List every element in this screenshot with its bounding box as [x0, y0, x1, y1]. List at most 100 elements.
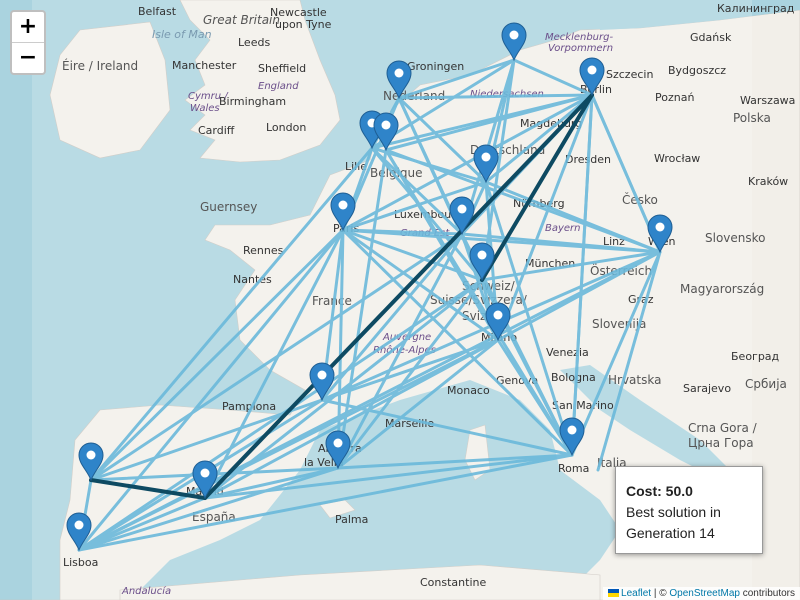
map-label: Cardiff	[198, 124, 235, 137]
map-label: San Marino	[552, 399, 614, 412]
map-label: Isle of Man	[152, 28, 212, 41]
map-label: Palma	[335, 513, 368, 526]
map-label: France	[312, 294, 352, 308]
map-label: Groningen	[407, 60, 464, 73]
map-label: Roma	[558, 462, 589, 475]
map-label: Gdańsk	[690, 31, 732, 44]
map-marker-icon	[579, 57, 605, 97]
map-label: Rennes	[243, 244, 284, 257]
map-label: Hrvatska	[608, 373, 661, 387]
route-edge	[203, 466, 340, 500]
map-marker-icon	[78, 442, 104, 482]
route-edge	[480, 58, 516, 282]
map-marker-icon	[473, 144, 499, 184]
route-edge	[336, 232, 464, 470]
map-label: Црна Гора	[688, 436, 754, 450]
route-edge	[370, 146, 464, 236]
route-edge	[496, 250, 662, 342]
route-edge	[570, 93, 594, 457]
route-edge	[480, 250, 662, 282]
route-edge	[320, 398, 574, 457]
route-edge	[496, 338, 574, 457]
route-edge	[370, 146, 484, 282]
best-route-edge	[480, 93, 594, 282]
route-edge	[77, 496, 207, 552]
best-route-edge	[203, 93, 594, 500]
ukraine-flag-icon	[608, 589, 620, 598]
map-label: Србија	[745, 377, 787, 391]
map-label: Wrocław	[654, 152, 700, 165]
route-edge	[341, 180, 488, 232]
map-label: Bydgoszcz	[668, 64, 726, 77]
map-label: Warszawa	[740, 94, 795, 107]
map-label: Sarajevo	[683, 382, 731, 395]
map-marker-icon	[469, 242, 495, 282]
route-edge	[203, 338, 500, 500]
route-edge	[336, 148, 388, 470]
attribution-suffix: contributors	[739, 588, 795, 599]
map-label: Cymru /	[188, 91, 229, 102]
route-edge	[336, 278, 484, 470]
map-label: Београд	[731, 350, 780, 363]
route-edge	[512, 58, 594, 97]
zoom-control: + −	[10, 10, 46, 75]
info-panel: Cost: 50.0 Best solution in Generation 1…	[615, 466, 763, 554]
map-label: Belfast	[138, 5, 177, 18]
map-label: Poznań	[655, 91, 694, 104]
map-label: Mecklenburg-	[545, 32, 613, 43]
map-label: Polska	[733, 111, 771, 125]
markers	[66, 22, 673, 552]
route-edge	[77, 453, 574, 552]
route-edge	[89, 146, 374, 482]
map-marker-icon	[449, 196, 475, 236]
route-edge	[77, 228, 345, 552]
map-marker-icon	[66, 512, 92, 552]
map-label: Bayern	[545, 223, 581, 234]
map-label: Crna Gora /	[688, 421, 758, 435]
map-marker-icon	[192, 460, 218, 500]
map-label: Monaco	[447, 384, 490, 397]
osm-link[interactable]: OpenStreetMap	[669, 588, 740, 599]
zoom-out-button[interactable]: −	[18, 45, 38, 70]
map-marker-icon	[309, 362, 335, 402]
route-edge	[596, 250, 662, 472]
map-label: Калининград	[717, 2, 795, 15]
map-label: Slovenija	[592, 317, 646, 331]
route-edge	[460, 232, 662, 254]
map-label: Leeds	[238, 36, 270, 49]
map-marker-icon	[559, 417, 585, 457]
map-label: Lisboa	[63, 556, 98, 569]
zoom-in-button[interactable]: +	[12, 12, 44, 43]
map-label: Éire / Ireland	[62, 58, 138, 73]
cost-label: Cost: 50.0	[626, 483, 693, 499]
map-label: Manchester	[172, 59, 237, 72]
map-label: England	[258, 81, 299, 92]
route-edge	[570, 250, 662, 457]
map-marker-icon	[647, 214, 673, 254]
info-line-2: Generation 14	[626, 525, 715, 541]
route-edge	[336, 338, 500, 470]
route-edge	[397, 93, 594, 100]
map-label: upon Tyne	[275, 18, 332, 31]
attribution-sep: | ©	[651, 588, 670, 599]
map-label: Andalucía	[121, 585, 171, 597]
map-label: Great Britain	[203, 13, 280, 27]
attribution: Leaflet | © OpenStreetMap contributors	[603, 587, 800, 600]
route-edge	[496, 93, 594, 342]
route-edge	[77, 466, 340, 552]
map-label: Sheffield	[258, 62, 306, 75]
route-edge	[203, 228, 345, 500]
route-edge	[397, 96, 488, 184]
route-edge	[341, 228, 574, 457]
map-marker-icon	[373, 112, 399, 152]
map-label: Wales	[190, 103, 220, 114]
route-edge	[336, 453, 574, 470]
map-label: Pamplona	[222, 400, 276, 413]
map-label: London	[266, 121, 306, 134]
leaflet-link[interactable]: Leaflet	[621, 588, 652, 599]
route-edge	[320, 232, 464, 402]
map-label: Szczecin	[606, 68, 653, 81]
route-edge	[484, 180, 662, 254]
